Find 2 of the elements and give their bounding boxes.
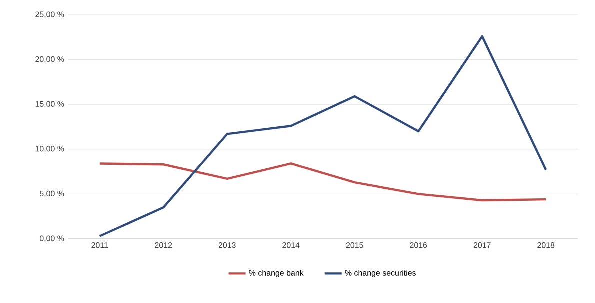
line-series [98, 162, 548, 202]
line-series [98, 35, 548, 238]
